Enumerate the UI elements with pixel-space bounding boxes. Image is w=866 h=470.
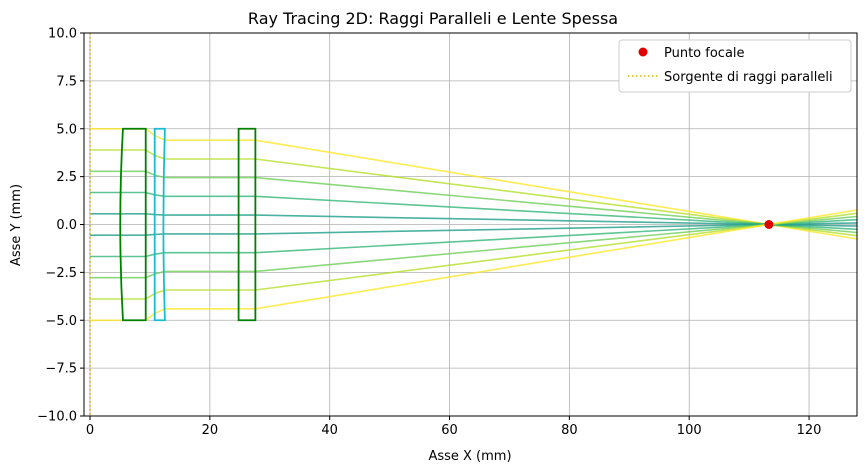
x-tick-label-0: 0 (86, 423, 94, 438)
x-axis-ticks: 0 20 40 60 80 100 120 (86, 416, 822, 438)
rays-layer (90, 128, 858, 322)
lenses-layer (119, 127, 257, 322)
lens-L1 (119, 127, 147, 322)
grid-lines (84, 32, 857, 417)
y-tick-label-0: −10.0 (37, 410, 77, 425)
y-tick-label-6: 5.0 (56, 122, 77, 137)
x-tick-label-6: 120 (797, 423, 822, 438)
ray-3 (90, 191, 858, 231)
ray-4 (90, 213, 858, 227)
y-tick-label-3: −2.5 (45, 266, 77, 281)
x-tick-label-1: 20 (202, 423, 219, 438)
legend-focal-marker (638, 47, 648, 57)
y-axis-ticks: −10.0 −7.5 −5.0 −2.5 0.0 2.5 5.0 7.5 10.0 (37, 27, 84, 425)
y-tick-label-7: 7.5 (56, 74, 77, 89)
x-tick-label-5: 100 (677, 423, 702, 438)
ray-1 (90, 149, 858, 237)
legend-focal-label: Punto focale (664, 46, 745, 61)
x-tick-label-4: 80 (561, 423, 578, 438)
x-tick-label-2: 40 (321, 423, 338, 438)
legend: Punto focale Sorgente di raggi paralleli (618, 39, 852, 93)
ray-8 (90, 212, 858, 300)
ray-7 (90, 215, 858, 279)
legend-source-label: Sorgente di raggi paralleli (664, 70, 833, 85)
focal-point-marker (764, 220, 774, 229)
lens-L2 (153, 127, 166, 322)
y-tick-label-4: 0.0 (56, 218, 77, 233)
ray-5 (90, 222, 858, 236)
y-tick-label-2: −5.0 (45, 314, 77, 329)
y-tick-label-8: 10.0 (48, 27, 77, 42)
lens-L3 (237, 127, 257, 322)
x-tick-label-3: 60 (441, 423, 458, 438)
y-tick-label-5: 2.5 (56, 170, 77, 185)
y-axis-label: Asse Y (mm) (9, 184, 24, 266)
x-axis-label: Asse X (mm) (428, 449, 511, 464)
chart-title: Ray Tracing 2D: Raggi Paralleli e Lente … (248, 9, 618, 28)
ray-2 (90, 170, 858, 234)
legend-box (618, 39, 852, 93)
y-tick-label-1: −7.5 (45, 362, 77, 377)
focal-layer (764, 220, 774, 229)
ray-6 (90, 218, 858, 258)
